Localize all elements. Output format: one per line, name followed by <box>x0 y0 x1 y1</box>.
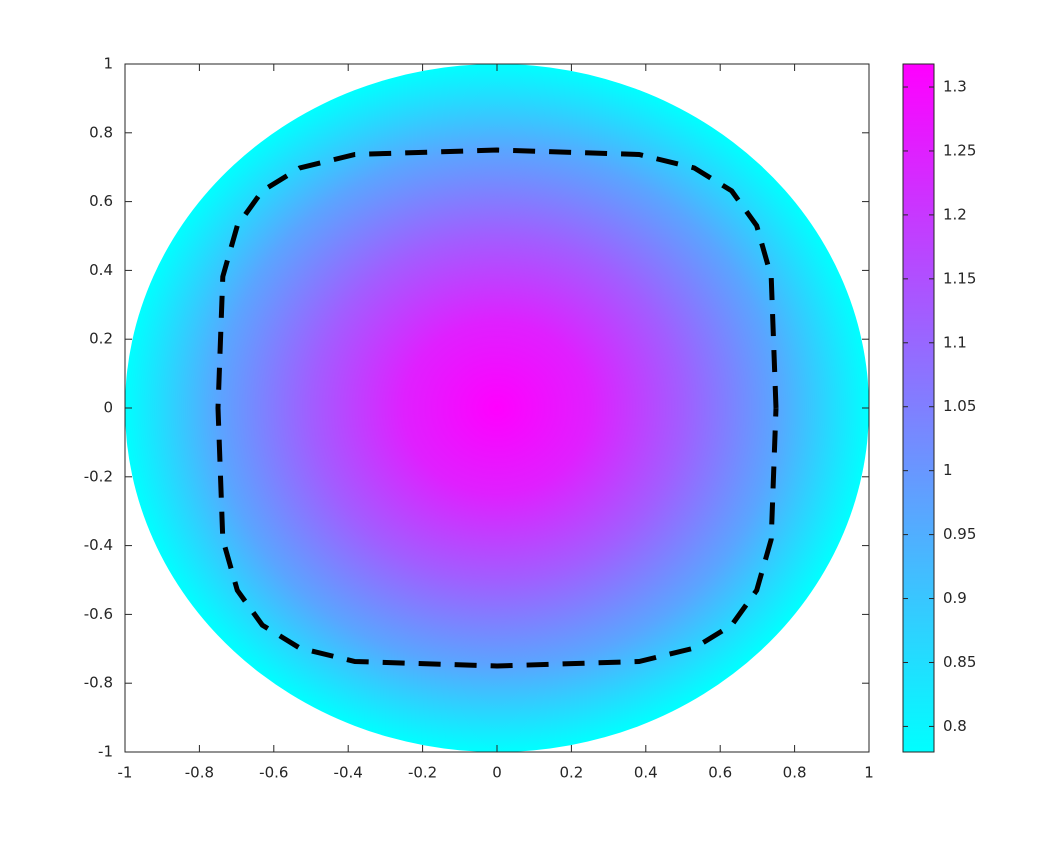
colorbar-tick-label: 1.05 <box>943 397 976 415</box>
x-tick-label: 0.2 <box>559 764 583 782</box>
x-tick-label: 1 <box>864 764 874 782</box>
x-tick-label: 0.4 <box>634 764 658 782</box>
y-tick-label: 0.6 <box>89 192 113 210</box>
colorbar-tick-label: 1.15 <box>943 269 976 287</box>
x-tick-label: -0.4 <box>334 764 363 782</box>
colorbar <box>902 63 935 753</box>
x-tick-label: 0.6 <box>708 764 732 782</box>
y-tick-label: 1 <box>103 55 113 73</box>
y-tick-label: -1 <box>98 743 113 761</box>
y-tick-label: -0.2 <box>84 467 113 485</box>
x-tick-label: -0.8 <box>185 764 214 782</box>
colorbar-tick-label: 1 <box>943 461 953 479</box>
x-tick-label: -1 <box>118 764 133 782</box>
colorbar-tick-label: 1.25 <box>943 141 976 159</box>
colorbar-tick-label: 0.8 <box>943 717 967 735</box>
field-disk <box>125 64 869 752</box>
x-tick-label: -0.2 <box>408 764 437 782</box>
y-tick-label: 0.8 <box>89 123 113 141</box>
y-tick-label: 0.2 <box>89 330 113 348</box>
colorbar-tick-label: 1.2 <box>943 205 967 223</box>
colorbar-tick-label: 1.3 <box>943 78 967 96</box>
colorbar-tick-label: 0.9 <box>943 589 967 607</box>
colorbar-tick-label: 1.1 <box>943 333 967 351</box>
y-tick-label: -0.6 <box>84 605 113 623</box>
colorbar-tick-label: 0.95 <box>943 525 976 543</box>
y-tick-label: -0.8 <box>84 674 113 692</box>
colorbar-tick-label: 0.85 <box>943 653 976 671</box>
x-tick-label: 0.8 <box>783 764 807 782</box>
contour-line <box>215 147 779 669</box>
x-tick-label: -0.6 <box>259 764 288 782</box>
y-tick-label: 0 <box>103 399 113 417</box>
x-tick-label: 0 <box>492 764 502 782</box>
y-tick-label: -0.4 <box>84 536 113 554</box>
y-tick-label: 0.4 <box>89 261 113 279</box>
